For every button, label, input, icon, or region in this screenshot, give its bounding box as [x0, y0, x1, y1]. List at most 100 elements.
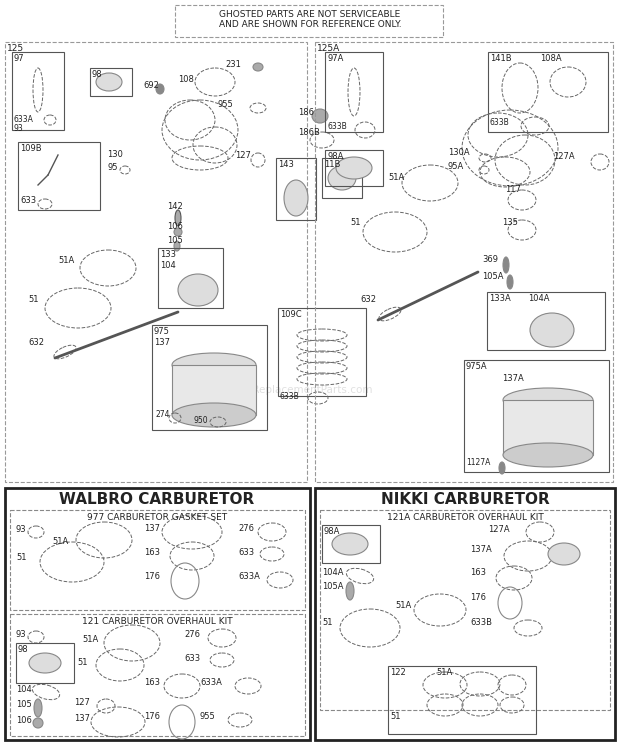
Text: 125A: 125A [317, 44, 340, 53]
Text: 51: 51 [16, 553, 27, 562]
Ellipse shape [503, 257, 509, 273]
Ellipse shape [503, 388, 593, 412]
Ellipse shape [530, 313, 574, 347]
Text: GHOSTED PARTS ARE NOT SERVICEABLE: GHOSTED PARTS ARE NOT SERVICEABLE [219, 10, 401, 19]
Text: 633B: 633B [490, 118, 510, 127]
Text: 95A: 95A [448, 162, 464, 171]
Text: 163: 163 [144, 678, 160, 687]
Text: 137: 137 [74, 714, 90, 723]
Text: 633B: 633B [470, 618, 492, 627]
Text: 633: 633 [184, 654, 200, 663]
Text: 98A: 98A [324, 527, 340, 536]
Text: 93: 93 [16, 525, 27, 534]
Bar [12, 52, 64, 130]
Bar [16, 643, 74, 683]
Bar [10, 614, 305, 736]
Text: 137: 137 [144, 524, 160, 533]
Ellipse shape [503, 443, 593, 467]
Bar [322, 158, 362, 198]
Text: 133A: 133A [489, 294, 511, 303]
Text: 955: 955 [200, 712, 216, 721]
Text: 137: 137 [154, 338, 170, 347]
Text: 633: 633 [20, 196, 36, 205]
Text: 231: 231 [225, 60, 241, 69]
Ellipse shape [33, 718, 43, 728]
Text: 106: 106 [167, 222, 183, 231]
Text: 98A: 98A [327, 152, 343, 161]
Text: 137A: 137A [470, 545, 492, 554]
Ellipse shape [346, 582, 354, 600]
Text: 105: 105 [167, 236, 183, 245]
Text: 117: 117 [505, 185, 521, 194]
Ellipse shape [174, 228, 182, 236]
Text: 51: 51 [322, 618, 332, 627]
Text: 975: 975 [154, 327, 170, 336]
Text: 51A: 51A [82, 635, 98, 644]
Text: 97A: 97A [327, 54, 343, 63]
Text: 143: 143 [278, 160, 294, 169]
Text: 633B: 633B [280, 392, 299, 401]
Text: 1127A: 1127A [466, 458, 490, 467]
Text: 51A: 51A [58, 256, 74, 265]
Text: 633B: 633B [327, 122, 347, 131]
Text: NIKKI CARBURETOR: NIKKI CARBURETOR [381, 492, 549, 507]
Text: 122: 122 [390, 668, 405, 677]
Text: 108: 108 [178, 75, 194, 84]
Bar [278, 308, 366, 396]
Ellipse shape [336, 157, 372, 179]
Text: 127: 127 [74, 698, 90, 707]
Text: 51: 51 [390, 712, 401, 721]
Ellipse shape [29, 653, 61, 673]
Ellipse shape [253, 63, 263, 71]
Ellipse shape [172, 353, 256, 377]
Bar [325, 52, 383, 132]
Text: 692: 692 [143, 80, 159, 89]
Text: 186B: 186B [298, 128, 320, 137]
Bar [5, 42, 307, 482]
Text: 51: 51 [77, 658, 87, 667]
Text: 133: 133 [160, 250, 176, 259]
Bar [175, 5, 443, 37]
Text: 121 CARBURETOR OVERHAUL KIT: 121 CARBURETOR OVERHAUL KIT [82, 617, 232, 626]
Text: 135: 135 [502, 218, 518, 227]
Text: 127A: 127A [488, 525, 510, 534]
Ellipse shape [34, 699, 42, 717]
Text: 176: 176 [144, 572, 160, 581]
Text: 51A: 51A [395, 601, 411, 610]
Text: 127: 127 [235, 150, 251, 159]
Ellipse shape [328, 166, 356, 190]
Text: 97: 97 [14, 54, 25, 63]
Text: 11B: 11B [324, 160, 340, 169]
Text: 51A: 51A [436, 668, 452, 677]
Text: 104: 104 [16, 685, 32, 694]
Ellipse shape [174, 241, 180, 251]
Text: 141B: 141B [490, 54, 511, 63]
Ellipse shape [499, 462, 505, 474]
Bar [152, 325, 267, 430]
Text: 104: 104 [160, 261, 175, 270]
Text: 977 CARBURETOR GASKET SET: 977 CARBURETOR GASKET SET [87, 513, 227, 522]
Bar [322, 525, 380, 563]
Text: 104A: 104A [322, 568, 343, 577]
Text: 98: 98 [92, 70, 103, 79]
Text: 274: 274 [155, 410, 169, 419]
Text: 142: 142 [167, 202, 183, 211]
Bar [158, 248, 223, 308]
Bar [320, 510, 610, 710]
Text: 105A: 105A [482, 272, 503, 281]
Ellipse shape [332, 533, 368, 555]
Bar [276, 158, 316, 220]
Text: 121A CARBURETOR OVERHAUL KIT: 121A CARBURETOR OVERHAUL KIT [387, 513, 543, 522]
Bar [90, 68, 132, 96]
Text: 176: 176 [144, 712, 160, 721]
Text: 105A: 105A [322, 582, 343, 591]
Text: 955: 955 [218, 100, 234, 109]
Ellipse shape [507, 275, 513, 289]
Text: 176: 176 [470, 593, 486, 602]
Bar [464, 360, 609, 472]
Text: 130: 130 [107, 150, 123, 159]
Text: 104A: 104A [528, 294, 549, 303]
Text: 93: 93 [14, 124, 24, 133]
Text: 108A: 108A [540, 54, 562, 63]
Bar [315, 42, 613, 482]
